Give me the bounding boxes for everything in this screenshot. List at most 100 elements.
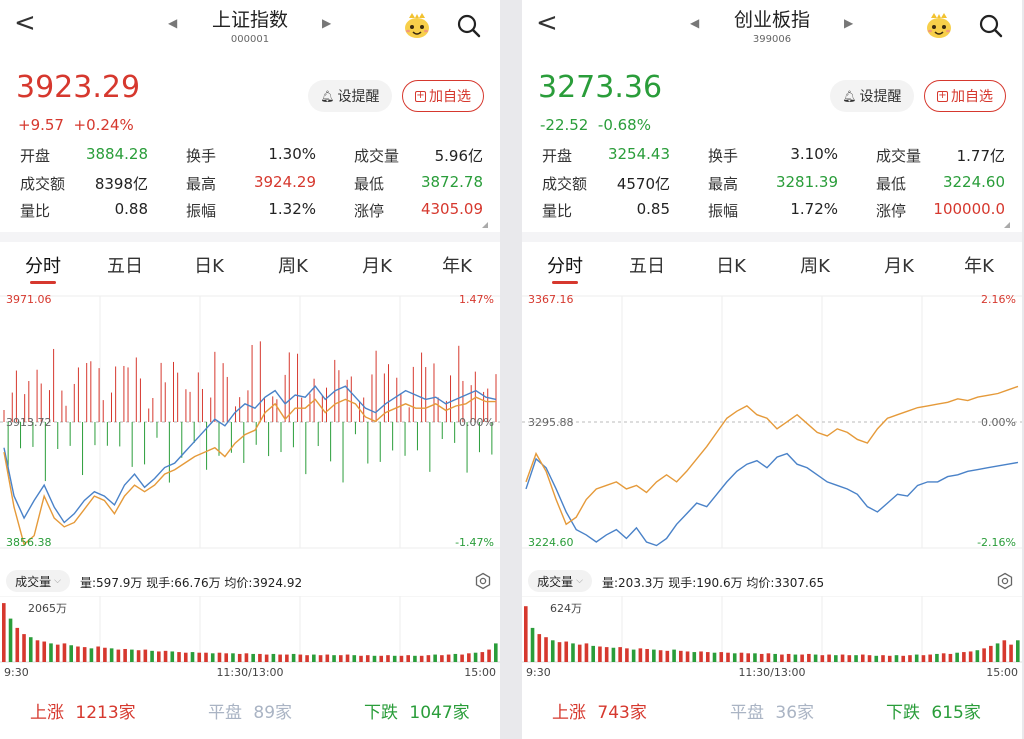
volume-bar <box>935 653 939 662</box>
volume-bar <box>143 649 148 662</box>
tab-2[interactable]: 日K <box>194 256 224 277</box>
chevron-down-icon: ⌵ <box>576 576 583 586</box>
volume-bar <box>332 655 336 662</box>
add-watchlist-button[interactable]: + 加自选 <box>924 80 1006 112</box>
intraday-chart[interactable]: 3971.06 3913.72 3856.38 1.47% 0.00% -1.47% <box>0 290 500 570</box>
tab-1[interactable]: 五日 <box>629 256 665 277</box>
volume-max-label: 624万 <box>550 602 582 615</box>
prev-index-button[interactable]: ◀ <box>168 16 178 30</box>
volume-bar <box>392 655 397 662</box>
tab-0[interactable]: 分时 <box>25 256 61 277</box>
volume-bar <box>645 648 649 662</box>
volume-bar <box>116 649 121 662</box>
index-code: 000001 <box>230 34 270 45</box>
volume-bar <box>652 649 656 662</box>
tab-0[interactable]: 分时 <box>547 256 583 277</box>
volume-bar <box>786 653 791 662</box>
volume-bar <box>625 648 629 662</box>
volume-bar <box>685 651 690 662</box>
series-line-0 <box>3 385 497 524</box>
mascot-icon[interactable] <box>924 12 954 40</box>
volume-bar <box>231 653 235 662</box>
price-change: +9.57 +0.24% <box>18 116 134 134</box>
volume-bar <box>807 653 811 662</box>
pct-axis-mid: 0.00% <box>459 416 494 429</box>
volume-bar <box>76 646 80 662</box>
set-alert-button[interactable]: 🔔︎ 设提醒 <box>308 80 392 112</box>
volume-bar <box>426 655 431 662</box>
tab-5[interactable]: 年K <box>442 256 472 277</box>
volume-bar <box>453 653 458 662</box>
volume-bar <box>995 643 1000 662</box>
divider <box>522 232 1022 242</box>
stat-label: 量比 <box>542 202 573 220</box>
set-alert-label: 设提醒 <box>859 89 902 105</box>
unchanged-label: 平盘 <box>730 703 764 723</box>
volume-bar <box>251 653 255 662</box>
volume-bar <box>170 651 175 662</box>
search-icon[interactable] <box>456 13 482 39</box>
tab-3[interactable]: 周K <box>800 256 830 277</box>
volume-max-label: 2065万 <box>28 602 67 615</box>
advancers-count: 743家 <box>597 703 647 723</box>
stat-label: 换手 <box>708 147 739 165</box>
volume-bar <box>62 643 67 662</box>
volume-bar <box>467 653 471 662</box>
stat-value: 4570亿 <box>616 175 670 193</box>
prev-index-button[interactable]: ◀ <box>690 16 700 30</box>
volume-bar <box>537 634 542 662</box>
volume-bar <box>989 645 993 662</box>
unchanged-count: 89家 <box>253 703 293 723</box>
search-icon[interactable] <box>978 13 1004 39</box>
volume-bar <box>800 654 804 662</box>
volume-bar <box>665 650 670 662</box>
volume-bar <box>962 652 966 662</box>
tab-1[interactable]: 五日 <box>107 256 143 277</box>
expand-corner-icon[interactable] <box>1004 222 1010 228</box>
volume-selector-label: 成交量 <box>537 574 574 589</box>
next-index-button[interactable]: ▶ <box>844 16 854 30</box>
mascot-icon[interactable] <box>402 12 432 40</box>
volume-bar <box>210 653 215 662</box>
settings-icon[interactable] <box>474 572 492 590</box>
set-alert-button[interactable]: 🔔︎ 设提醒 <box>830 80 914 112</box>
stat-label: 最低 <box>354 175 385 193</box>
volume-bar <box>352 655 357 662</box>
volume-bar <box>591 645 595 662</box>
back-button[interactable]: < <box>14 8 36 38</box>
volume-bar <box>103 647 107 662</box>
add-watchlist-button[interactable]: + 加自选 <box>402 80 484 112</box>
settings-icon[interactable] <box>996 572 1014 590</box>
tab-2[interactable]: 日K <box>716 256 746 277</box>
tab-5[interactable]: 年K <box>964 256 994 277</box>
volume-selector[interactable]: 成交量 ⌵ <box>528 570 592 592</box>
time-end-label: 15:00 <box>464 666 496 679</box>
volume-bar <box>35 640 40 662</box>
stat-label: 成交额 <box>542 175 588 193</box>
next-index-button[interactable]: ▶ <box>322 16 332 30</box>
intraday-chart[interactable]: 3367.16 3295.88 3224.60 2.16% 0.00% -2.16% <box>522 290 1022 570</box>
volume-bar <box>42 641 47 662</box>
stat-label: 振幅 <box>186 202 217 220</box>
advancers-label: 上涨 <box>30 703 64 723</box>
volume-selector[interactable]: 成交量 ⌵ <box>6 570 70 592</box>
unchanged: 平盘 36家 <box>730 698 814 723</box>
plus-box-icon: + <box>937 89 948 102</box>
add-watchlist-label: 加自选 <box>429 89 471 105</box>
volume-bar <box>705 652 710 662</box>
volume-bar <box>719 652 724 662</box>
volume-bar <box>109 648 114 662</box>
tab-3[interactable]: 周K <box>278 256 308 277</box>
volume-bar <box>860 654 865 662</box>
volume-bar <box>975 650 980 662</box>
volume-bar <box>658 650 663 662</box>
expand-corner-icon[interactable] <box>482 222 488 228</box>
tab-4[interactable]: 月K <box>362 256 392 277</box>
volume-bar <box>732 653 737 662</box>
divider <box>0 232 500 242</box>
volume-bar <box>874 655 879 662</box>
tab-4[interactable]: 月K <box>884 256 914 277</box>
back-button[interactable]: < <box>536 8 558 38</box>
stat-value: 0.85 <box>636 200 670 218</box>
stat-value: 1.72% <box>790 200 838 218</box>
